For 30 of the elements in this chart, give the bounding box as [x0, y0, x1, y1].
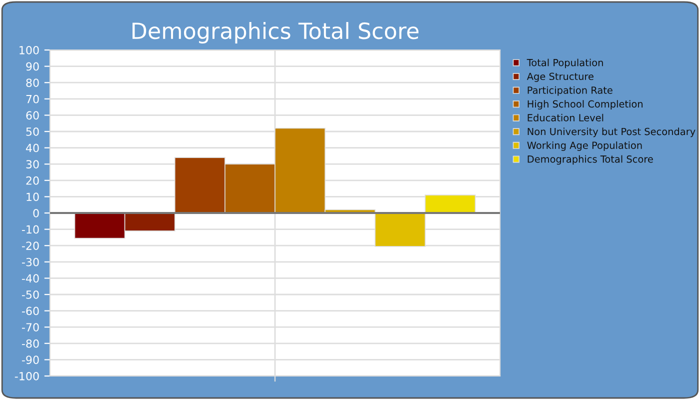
- y-tick-label: 60: [26, 111, 39, 120]
- y-tick-label: 100: [20, 46, 39, 54]
- y-tick-label: -90: [22, 356, 39, 364]
- y-tick-label: -40: [22, 274, 39, 283]
- y-tick-label: 10: [26, 192, 39, 202]
- y-tick-label: 80: [26, 78, 39, 87]
- legend-label: Working Age Population: [527, 141, 642, 151]
- legend-label: Total Population: [526, 58, 603, 68]
- legend-label: Age Structure: [526, 72, 594, 82]
- y-tick-label: -10: [22, 225, 39, 234]
- legend-label: Participation Rate: [528, 86, 612, 96]
- y-tick-label: 30: [26, 160, 39, 168]
- chart-title: Demographics Total Score: [132, 22, 418, 44]
- legend-label: High School Completion: [528, 100, 643, 110]
- y-tick-label: 40: [26, 144, 39, 152]
- y-tick-label: -20: [22, 242, 39, 250]
- legend-label: Education Level: [528, 114, 604, 122]
- y-tick-label: -50: [22, 290, 39, 299]
- y-tick-label: 50: [26, 127, 39, 136]
- y-tick-label: -70: [22, 323, 39, 332]
- legend-label: Demographics Total Score: [528, 155, 653, 165]
- y-tick-label: 70: [26, 94, 39, 104]
- y-tick-label: 20: [26, 176, 39, 185]
- y-tick-label: -100: [14, 372, 39, 380]
- legend-label: Non University but Post Secondary: [528, 128, 696, 138]
- y-tick-label: -80: [22, 339, 39, 348]
- y-tick-label: -60: [22, 306, 39, 316]
- y-tick-label: 0: [33, 208, 39, 218]
- y-tick-label: 90: [26, 62, 39, 71]
- y-tick-label: -30: [22, 258, 39, 266]
